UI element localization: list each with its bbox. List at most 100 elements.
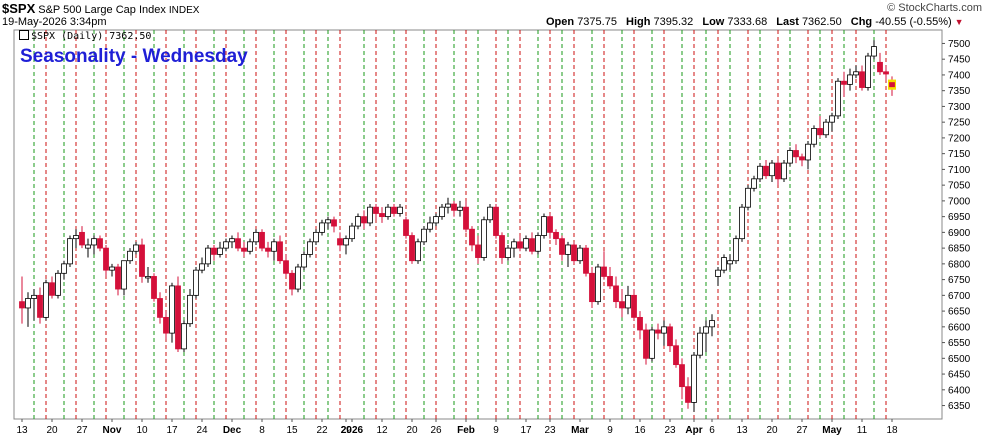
candle-body <box>637 316 643 331</box>
last-label: Last <box>776 16 799 28</box>
x-tick-label: 24 <box>196 425 208 436</box>
x-tick-label: 15 <box>286 425 298 436</box>
candle-body <box>673 345 679 366</box>
x-tick-label: 6 <box>709 425 715 436</box>
candle-body <box>571 244 577 262</box>
candle-body <box>103 247 109 271</box>
x-tick-label: 20 <box>46 425 58 436</box>
candle-body <box>787 150 793 164</box>
candle-body <box>109 266 115 271</box>
x-tick-label: 8 <box>259 425 265 436</box>
high-label: High <box>626 16 651 28</box>
symbol-title: $SPX S&P 500 Large Cap Index INDEX <box>2 1 199 16</box>
symbol-name: S&P 500 Large Cap Index <box>38 4 166 16</box>
candle-body <box>97 238 103 249</box>
candle-body <box>229 238 235 243</box>
brand-watermark: © StockCharts.com <box>887 2 982 14</box>
candle-body <box>199 263 205 271</box>
x-tick-label: 11 <box>857 425 868 436</box>
candle-body <box>655 329 661 334</box>
candle-body <box>181 323 187 350</box>
candle-body <box>301 254 307 268</box>
candle-body <box>73 235 79 240</box>
y-tick-label: 6850 <box>948 244 971 255</box>
candle-body <box>415 241 421 262</box>
y-tick-label: 6600 <box>948 322 971 333</box>
candle-body <box>595 266 601 303</box>
candle-body <box>487 206 493 221</box>
candle-body <box>565 244 571 255</box>
candle-body <box>391 206 397 214</box>
candle-body <box>451 203 457 211</box>
x-tick-label: 26 <box>430 425 442 436</box>
x-tick-label: 16 <box>634 425 646 436</box>
candle-body <box>697 332 703 356</box>
candle-body <box>535 235 541 252</box>
candle-body <box>277 241 283 262</box>
candle-body <box>811 128 817 145</box>
candle-body <box>847 74 853 85</box>
candle-body <box>625 294 631 309</box>
open-value: 7375.75 <box>577 16 617 28</box>
y-tick-label: 7400 <box>948 70 971 81</box>
series-legend: $SPX (Daily) 7362.50 <box>19 30 151 42</box>
candle-body <box>187 294 193 325</box>
chart-date: 19-May-2026 3:34pm <box>2 16 107 28</box>
chg-value: -40.55 (-0.55%) <box>875 16 952 28</box>
candle-body <box>511 241 517 249</box>
candle-body <box>139 244 145 277</box>
candle-body <box>427 222 433 230</box>
y-tick-label: 7300 <box>948 102 971 113</box>
legend-swatch-icon <box>19 30 29 40</box>
candle-body <box>631 294 637 318</box>
x-tick-label: 17 <box>520 425 532 436</box>
candle-body <box>193 269 199 296</box>
candle-body <box>529 238 535 252</box>
candle-body <box>241 247 247 252</box>
candle-body <box>169 285 175 334</box>
candle-body <box>679 364 685 388</box>
candle-body <box>373 206 379 214</box>
candle-body <box>607 276 613 287</box>
y-tick-label: 6700 <box>948 291 971 302</box>
seasonality-lines <box>33 30 887 419</box>
last-value: 7362.50 <box>801 16 842 28</box>
candle-body <box>769 162 775 177</box>
candle-body <box>865 55 871 88</box>
y-tick-label: 6650 <box>948 307 971 318</box>
chart-title: Seasonality - Wednesday <box>20 46 248 67</box>
candle-body <box>67 238 73 265</box>
x-tick-label: Feb <box>457 425 475 436</box>
x-tick-label: Apr <box>685 425 702 436</box>
candle-body <box>835 80 841 117</box>
candle-body <box>361 216 367 224</box>
candle-body <box>19 301 25 309</box>
candle-body <box>163 316 169 334</box>
candles <box>19 40 896 412</box>
candle-body <box>127 250 133 262</box>
candle-body <box>841 80 847 85</box>
candle-body <box>793 150 799 158</box>
candle-body <box>715 269 721 277</box>
candle-body <box>271 241 277 252</box>
candle-body <box>559 238 565 255</box>
candle-body <box>55 272 61 296</box>
candle-body <box>91 238 97 246</box>
x-tick-label: 27 <box>76 425 88 436</box>
y-tick-label: 7100 <box>948 165 971 176</box>
x-tick-label: 13 <box>16 425 28 436</box>
symbol: $SPX <box>2 1 36 16</box>
candle-body <box>799 156 805 161</box>
x-tick-label: 20 <box>406 425 418 436</box>
candle-body <box>709 320 715 328</box>
candle-body <box>739 206 745 240</box>
x-tick-label: 18 <box>886 425 898 436</box>
candle-body <box>397 206 403 214</box>
candle-body <box>583 247 589 274</box>
candle-body <box>547 216 553 233</box>
candle-body <box>745 187 751 208</box>
candle-body <box>25 298 31 309</box>
candle-body <box>751 178 757 189</box>
